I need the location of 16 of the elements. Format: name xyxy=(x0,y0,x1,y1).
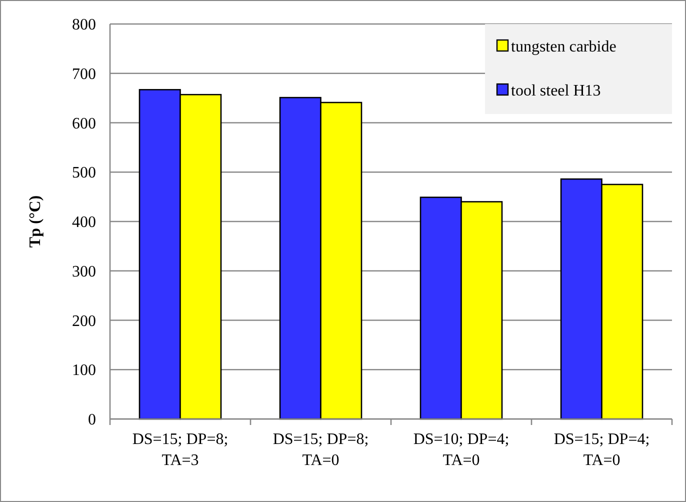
y-tick-label: 300 xyxy=(72,263,96,280)
y-tick-label: 400 xyxy=(72,214,96,232)
legend-label: tool steel H13 xyxy=(511,82,601,100)
x-tick-label: DS=15; DP=8; TA=0 xyxy=(272,431,369,469)
y-tick-label: 500 xyxy=(72,164,96,182)
y-tick-label: 100 xyxy=(72,362,96,380)
y-tick-label: 600 xyxy=(72,115,96,132)
y-tick-label: 200 xyxy=(72,312,96,330)
y-axis-title: Tp (°C) xyxy=(27,195,44,248)
y-tick-label: 800 xyxy=(72,16,96,34)
y-tick-label: 700 xyxy=(72,66,96,83)
legend-label: tungsten carbide xyxy=(511,38,616,56)
x-tick-label: DS=15; DP=8; TA=3 xyxy=(132,431,228,469)
x-tick-label: DS=10; DP=4; TA=0 xyxy=(413,431,510,469)
y-tick-label: 0 xyxy=(88,412,96,429)
x-tick-label: DS=15; DP=4; TA=0 xyxy=(554,431,650,469)
